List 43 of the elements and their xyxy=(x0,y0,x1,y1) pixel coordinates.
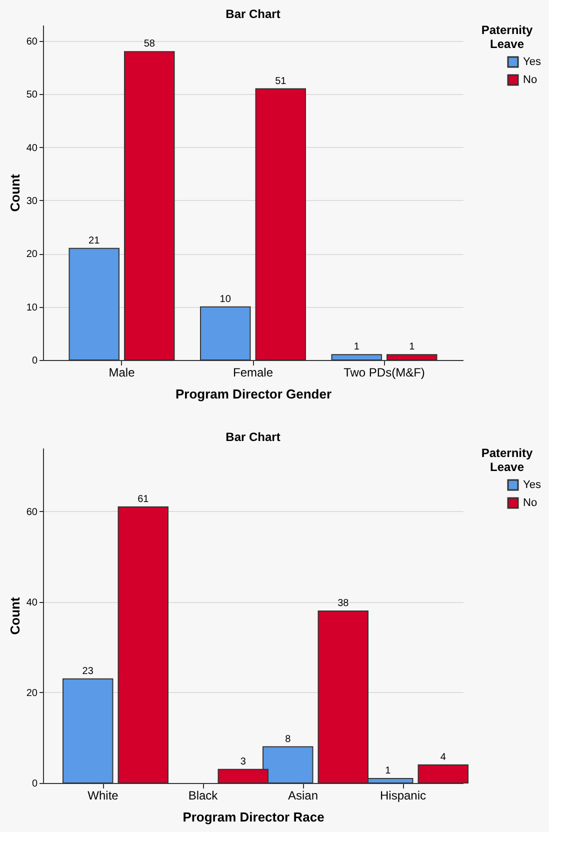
y-axis-title: Count xyxy=(7,174,22,212)
data-label: 51 xyxy=(275,76,287,87)
x-tick-label: Asian xyxy=(288,788,318,802)
y-tick-label: 40 xyxy=(26,142,38,154)
data-label: 1 xyxy=(354,342,360,353)
y-tick-label: 10 xyxy=(26,302,38,314)
data-label: 21 xyxy=(88,235,100,246)
data-label: 8 xyxy=(285,734,292,745)
data-label: 1 xyxy=(385,765,392,776)
data-label: 38 xyxy=(338,598,350,609)
chart-title: Bar Chart xyxy=(226,430,280,444)
y-tick-label: 60 xyxy=(26,36,38,48)
x-axis-title: Program Director Gender xyxy=(175,386,332,402)
legend-label: Yes xyxy=(523,56,542,68)
y-tick-label: 50 xyxy=(26,90,38,101)
legend-label: Yes xyxy=(523,479,542,491)
y-tick-label: 60 xyxy=(26,506,38,518)
x-tick-label: Two PDs(M&F) xyxy=(344,366,425,380)
legend-title: Paternity Leave xyxy=(481,23,533,51)
x-axis-title: Program Director Race xyxy=(182,810,324,824)
y-tick-label: 30 xyxy=(26,196,38,207)
x-tick-label: Hispanic xyxy=(380,788,426,802)
y-tick-label: 0 xyxy=(32,356,38,366)
data-label: 1 xyxy=(409,342,416,353)
legend-title: Paternity Leave xyxy=(481,446,533,474)
legend-label: No xyxy=(523,74,538,86)
data-label: 58 xyxy=(144,38,156,50)
chart-title: Bar Chart xyxy=(226,7,280,21)
x-tick-label: Black xyxy=(188,788,219,802)
y-tick-label: 40 xyxy=(26,597,38,608)
data-label: 10 xyxy=(220,294,232,305)
data-label: 4 xyxy=(440,752,446,763)
x-tick-label: Male xyxy=(108,366,136,380)
y-tick-label: 20 xyxy=(26,249,38,260)
y-axis-title: Count xyxy=(7,596,22,635)
data-label: 3 xyxy=(240,756,246,768)
data-label: 61 xyxy=(138,494,150,505)
y-tick-label: 0 xyxy=(32,778,38,790)
data-label: 23 xyxy=(82,666,94,677)
x-tick-label: White xyxy=(88,788,119,802)
y-tick-label: 20 xyxy=(26,688,38,699)
x-tick-label: Female xyxy=(232,366,274,380)
legend-label: No xyxy=(523,497,538,509)
